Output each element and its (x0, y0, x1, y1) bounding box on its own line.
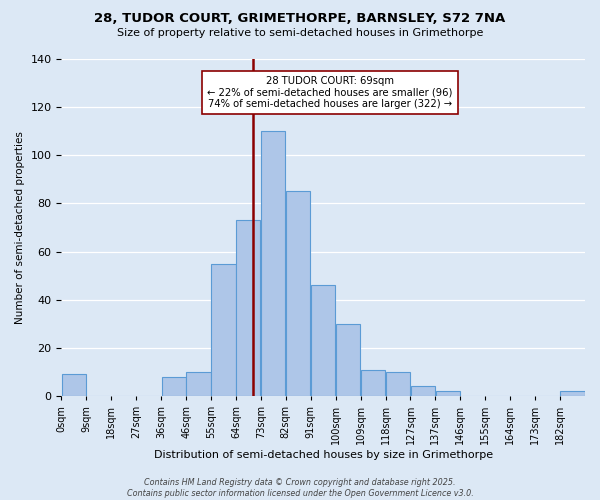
Text: 28 TUDOR COURT: 69sqm
← 22% of semi-detached houses are smaller (96)
74% of semi: 28 TUDOR COURT: 69sqm ← 22% of semi-deta… (208, 76, 453, 109)
Bar (411, 386, 435, 396)
Bar (436, 391, 460, 396)
Bar (62, 374, 86, 396)
Text: Contains HM Land Registry data © Crown copyright and database right 2025.
Contai: Contains HM Land Registry data © Crown c… (127, 478, 473, 498)
Bar (187, 372, 211, 396)
Y-axis label: Number of semi-detached properties: Number of semi-detached properties (15, 131, 25, 324)
Bar (560, 391, 584, 396)
Bar (261, 131, 286, 396)
Bar (236, 220, 260, 396)
Bar (286, 192, 310, 396)
Bar (386, 372, 410, 396)
Text: 28, TUDOR COURT, GRIMETHORPE, BARNSLEY, S72 7NA: 28, TUDOR COURT, GRIMETHORPE, BARNSLEY, … (94, 12, 506, 26)
Bar (311, 286, 335, 396)
X-axis label: Distribution of semi-detached houses by size in Grimethorpe: Distribution of semi-detached houses by … (154, 450, 493, 460)
Bar (211, 264, 236, 396)
Text: Size of property relative to semi-detached houses in Grimethorpe: Size of property relative to semi-detach… (117, 28, 483, 38)
Bar (336, 324, 360, 396)
Bar (161, 377, 185, 396)
Bar (361, 370, 385, 396)
